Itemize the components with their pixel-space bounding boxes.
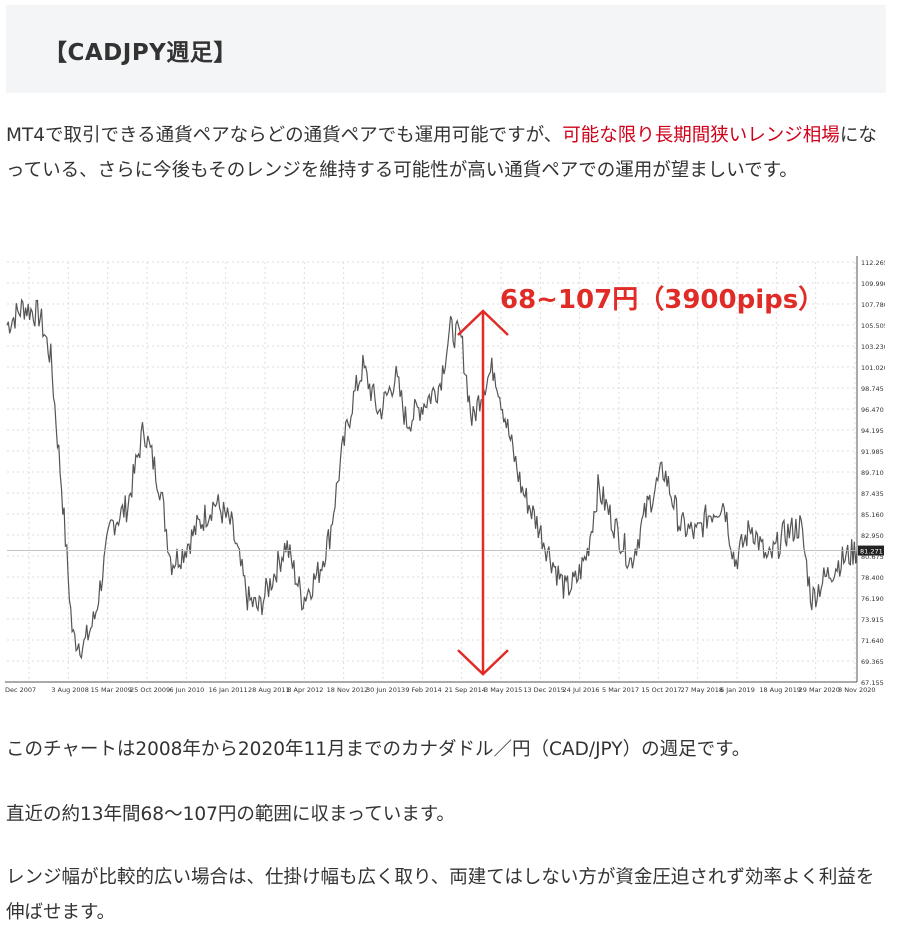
intro-paragraph: MT4で取引できる通貨ペアならどの通貨ペアでも運用可能ですが、可能な限り長期間狭…: [6, 118, 886, 188]
y-tick-label: 89.710: [861, 469, 884, 477]
y-tick-label: 107.780: [861, 301, 885, 309]
x-tick-label: 21 Sep 2014: [445, 686, 486, 694]
intro-text-after: になっている、さらに今後もそのレンジを維持する可能性が高い通貨ペアでの運用が望ま…: [6, 125, 877, 181]
x-tick-label: 29 Mar 2020: [799, 686, 840, 694]
x-tick-label: 16 Jan 2011: [209, 686, 248, 694]
range-arrow-head-bottom: [457, 649, 509, 676]
y-tick-label: 69.365: [861, 658, 884, 666]
y-tick-label: 85.160: [861, 511, 884, 519]
chart-svg: 112.265 109.990 107.780 105.505 103.230 101.0…: [5, 252, 888, 696]
section-heading: 【CADJPY週足】: [44, 40, 237, 66]
y-tick-label: 98.745: [861, 385, 884, 393]
x-tick-label: 3 May 2015: [484, 686, 522, 694]
x-tick-label: 5 Mar 2017: [602, 686, 639, 694]
strategy-note: レンジ幅が比較的広い場合は、仕掛け幅も広く取り、両建てはしない方が資金圧迫されず…: [6, 867, 875, 923]
x-tick-label: 28 Aug 2011: [248, 686, 290, 694]
y-tick-label: 73.915: [861, 616, 884, 624]
y-tick-label: 80.675: [861, 553, 884, 561]
y-tick-label: 105.505: [861, 322, 885, 330]
x-tick-label: 13 Dec 2015: [523, 686, 565, 694]
x-tick-label: 18 Aug 2019: [759, 686, 801, 694]
x-tick-label: 18 Nov 2012: [327, 686, 369, 694]
x-tick-label: 24 Jul 2016: [563, 686, 600, 694]
y-tick-label: 103.230: [861, 343, 885, 351]
x-tick-label: 6 Jun 2010: [169, 686, 204, 694]
intro-highlight: 可能な限り長期間狭いレンジ相場: [562, 125, 840, 146]
x-tick-label: 9 Feb 2014: [405, 686, 441, 694]
intro-text-before: MT4で取引できる通貨ペアならどの通貨ペアでも運用可能ですが、: [6, 125, 563, 146]
y-tick-label: 76.190: [861, 595, 884, 603]
x-tick-label: 8 Apr 2012: [287, 686, 323, 694]
y-tick-label: 82.950: [861, 532, 884, 540]
y-tick-label: 87.435: [861, 490, 884, 498]
x-tick-label: Dec 2007: [5, 686, 36, 694]
x-tick-label: 6 Jan 2019: [720, 686, 755, 694]
y-tick-label: 96.470: [861, 406, 884, 414]
price-line: [6, 298, 858, 660]
y-tick-label: 109.990: [861, 280, 885, 288]
chart-description: このチャートは2008年から2020年11月までのカナダドル／円（CAD/JPY…: [6, 739, 751, 760]
chart-background: [5, 252, 885, 696]
range-summary: 直近の約13年間68〜107円の範囲に収まっています。: [6, 804, 455, 825]
y-tick-label: 94.195: [861, 427, 884, 435]
y-tick-label: 67.155: [861, 679, 884, 687]
x-tick-label: 8 Nov 2020: [838, 686, 876, 694]
range-annotation: 68~107円（3900pips）: [500, 285, 824, 315]
y-tick-label: 101.020: [861, 364, 885, 372]
section-heading-box: 【CADJPY週足】: [6, 5, 886, 93]
cadjpy-weekly-chart: 112.265 109.990 107.780 105.505 103.230 101.0…: [5, 252, 888, 696]
current-price-tag: [858, 545, 884, 556]
x-tick-label: 27 May 2018: [681, 686, 723, 694]
y-tick-label: 78.400: [861, 574, 884, 582]
x-tick-label: 15 Oct 2017: [641, 686, 681, 694]
y-tick-label: 71.640: [861, 637, 884, 645]
range-arrow-head-top: [457, 309, 509, 336]
x-tick-label: 25 Oct 2009: [130, 686, 170, 694]
current-price-label: 81.271: [860, 548, 883, 556]
x-tick-label: 15 Mar 2009: [91, 686, 132, 694]
x-tick-label: 3 Aug 2008: [51, 686, 89, 694]
x-tick-label: 30 Jun 2013: [366, 686, 405, 694]
y-tick-label: 112.265: [861, 259, 885, 267]
y-tick-label: 91.985: [861, 448, 884, 456]
